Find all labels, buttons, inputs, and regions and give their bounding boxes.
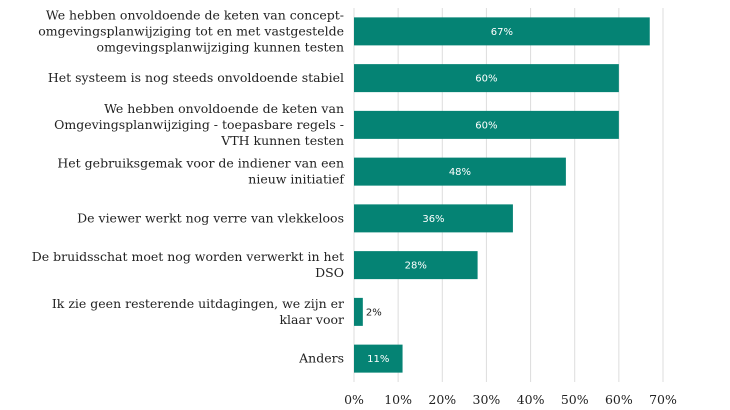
category-label-line: Het gebruiksgemak voor de indiener van e… bbox=[57, 156, 344, 171]
bar-value-label: 28% bbox=[405, 261, 427, 272]
category-label: Anders bbox=[298, 351, 344, 366]
category-label: Het gebruiksgemak voor de indiener van e… bbox=[57, 156, 345, 187]
category-label-line: Omgevingsplanwijziging - toepasbare rege… bbox=[54, 117, 344, 132]
category-label-line: klaar voor bbox=[279, 312, 344, 327]
x-tick-label: 10% bbox=[384, 392, 412, 407]
bar bbox=[354, 344, 403, 373]
category-label-line: We hebben onvoldoende de keten van bbox=[104, 101, 344, 116]
x-tick-label: 60% bbox=[605, 392, 633, 407]
bar bbox=[354, 64, 619, 93]
bar-value-label: 11% bbox=[367, 354, 389, 365]
category-label-line: Ik zie geen resterende uitdagingen, we z… bbox=[52, 296, 344, 311]
category-label-line: omgevingsplanwijziging tot en met vastge… bbox=[38, 23, 344, 38]
bar bbox=[354, 110, 619, 139]
bar bbox=[354, 204, 513, 233]
category-label: We hebben onvoldoende de keten van conce… bbox=[38, 7, 344, 54]
category-label-line: nieuw initiatief bbox=[248, 172, 345, 187]
category-label: Ik zie geen resterende uitdagingen, we z… bbox=[52, 296, 344, 327]
category-label: Het systeem is nog steeds onvoldoende st… bbox=[48, 70, 344, 85]
gridlines bbox=[353, 8, 664, 382]
category-label: De bruidsschat moet nog worden verwerkt … bbox=[32, 249, 344, 280]
category-label-line: De bruidsschat moet nog worden verwerkt … bbox=[32, 249, 344, 264]
bar bbox=[354, 297, 363, 326]
bars: 67% 60% 60% 48% 36% 28% 2% 11% bbox=[354, 17, 650, 373]
bar-value-label: 48% bbox=[449, 167, 471, 178]
x-axis-ticks: 0% 10% 20% 30% 40% 50% 60% 70% bbox=[344, 392, 677, 407]
bar bbox=[354, 17, 650, 46]
category-labels: We hebben onvoldoende de keten van conce… bbox=[32, 7, 346, 365]
bar bbox=[354, 251, 478, 280]
x-tick-label: 30% bbox=[473, 392, 501, 407]
category-label-line: VTH kunnen testen bbox=[220, 133, 344, 148]
bar-value-label: 36% bbox=[422, 214, 444, 225]
x-tick-label: 70% bbox=[649, 392, 677, 407]
category-label-line: Anders bbox=[298, 351, 344, 366]
category-label-line: DSO bbox=[315, 265, 344, 280]
category-label: We hebben onvoldoende de keten van Omgevi… bbox=[54, 101, 344, 148]
category-label-line: Het systeem is nog steeds onvoldoende st… bbox=[48, 70, 344, 85]
bar-value-label: 60% bbox=[475, 120, 497, 131]
category-label-line: omgevingsplanwijziging kunnen testen bbox=[97, 39, 344, 54]
bar-value-label: 60% bbox=[475, 74, 497, 85]
category-label: De viewer werkt nog verre van vlekkeloos bbox=[77, 210, 344, 225]
category-label-line: De viewer werkt nog verre van vlekkeloos bbox=[77, 210, 344, 225]
x-tick-label: 40% bbox=[517, 392, 545, 407]
x-tick-label: 50% bbox=[561, 392, 589, 407]
category-label-line: We hebben onvoldoende de keten van conce… bbox=[46, 7, 344, 22]
bar bbox=[354, 157, 566, 186]
x-tick-label: 0% bbox=[344, 392, 364, 407]
bar-value-label: 2% bbox=[366, 307, 382, 318]
x-tick-label: 20% bbox=[428, 392, 456, 407]
bar-value-label: 67% bbox=[491, 27, 513, 38]
